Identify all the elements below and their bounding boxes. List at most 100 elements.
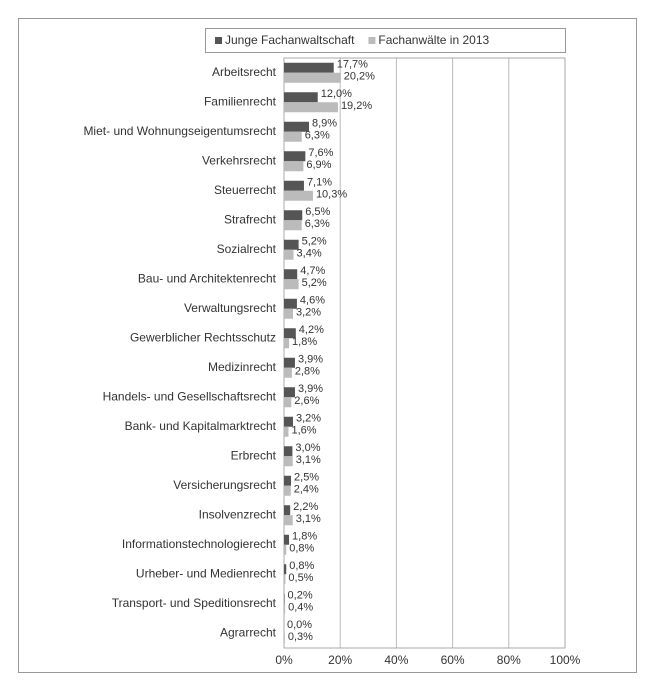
value-label: 12,0%	[321, 88, 352, 100]
bar	[284, 161, 304, 172]
bar	[284, 485, 291, 496]
y-tick-label: Sozialrecht	[217, 242, 277, 256]
value-label: 0,8%	[289, 543, 314, 555]
y-tick-label: Erbrecht	[231, 448, 277, 462]
y-tick-label: Insolvenzrecht	[199, 507, 277, 521]
bar	[284, 456, 293, 467]
bar	[284, 92, 318, 103]
value-label: 3,1%	[296, 454, 321, 466]
value-label: 7,6%	[308, 147, 333, 159]
value-label: 2,6%	[294, 395, 319, 407]
value-label: 3,0%	[295, 442, 320, 454]
value-label: 5,2%	[302, 236, 327, 248]
bar	[284, 633, 285, 644]
legend-swatch	[368, 37, 376, 44]
y-tick-label: Versicherungsrecht	[173, 478, 276, 492]
value-label: 2,5%	[294, 472, 319, 484]
y-tick-label: Verwaltungsrecht	[184, 301, 277, 315]
value-label: 5,2%	[302, 277, 327, 289]
y-tick-label: Bau- und Architektenrecht	[138, 271, 277, 285]
bar	[284, 210, 303, 221]
value-label: 6,3%	[305, 130, 330, 142]
bar	[284, 446, 293, 457]
bar	[284, 308, 293, 319]
bar	[284, 564, 287, 575]
legend-label: Fachanwälte in 2013	[378, 33, 489, 47]
value-label: 2,8%	[295, 366, 320, 378]
value-label: 0,0%	[287, 619, 312, 631]
y-tick-label: Transport- und Speditionsrecht	[112, 596, 277, 610]
y-tick-label: Miet- und Wohnungseigentumsrecht	[83, 124, 276, 138]
legend-swatch	[215, 37, 222, 44]
bar	[284, 574, 286, 585]
y-tick-label: Informationstechnologierecht	[122, 537, 277, 551]
y-tick-label: Handels- und Gesellschaftsrecht	[103, 389, 277, 403]
value-label: 0,4%	[288, 602, 313, 614]
x-tick-label: 20%	[328, 653, 352, 667]
bar	[284, 544, 287, 555]
value-label: 4,7%	[300, 265, 325, 277]
value-label: 1,8%	[292, 336, 317, 348]
value-label: 2,4%	[294, 484, 319, 496]
value-label: 0,3%	[288, 631, 313, 643]
x-tick-label: 0%	[275, 653, 293, 667]
value-label: 4,2%	[299, 324, 324, 336]
bar	[284, 62, 334, 73]
value-label: 3,9%	[298, 354, 323, 366]
value-label: 3,9%	[298, 383, 323, 395]
value-label: 2,2%	[293, 501, 318, 513]
bar	[284, 534, 290, 545]
bar	[284, 426, 289, 437]
value-label: 10,3%	[316, 189, 347, 201]
x-tick-label: 40%	[384, 653, 408, 667]
value-label: 3,2%	[296, 307, 321, 319]
y-tick-label: Urheber- und Medienrecht	[136, 566, 277, 580]
value-label: 0,8%	[289, 560, 314, 572]
legend-box	[205, 28, 566, 53]
bar	[284, 131, 302, 142]
value-label: 4,6%	[300, 295, 325, 307]
value-label: 7,1%	[307, 177, 332, 189]
bar	[284, 102, 338, 113]
bar	[284, 505, 291, 516]
bar	[284, 416, 293, 427]
bar	[284, 239, 299, 250]
x-tick-label: 80%	[497, 653, 521, 667]
plot-border	[283, 57, 566, 649]
value-label: 19,2%	[341, 100, 372, 112]
y-tick-label: Verkehrsrecht	[202, 153, 277, 167]
value-label: 3,2%	[296, 413, 321, 425]
bar	[284, 603, 286, 614]
bar	[284, 269, 298, 280]
bar	[284, 220, 302, 231]
bar	[284, 397, 292, 408]
y-tick-label: Arbeitsrecht	[212, 65, 277, 79]
bar	[284, 367, 292, 378]
value-label: 20,2%	[344, 71, 375, 83]
bar	[284, 279, 299, 290]
bar	[284, 515, 293, 526]
value-label: 1,8%	[292, 531, 317, 543]
x-tick-label: 100%	[550, 653, 581, 667]
value-label: 6,5%	[305, 206, 330, 218]
bar	[284, 328, 296, 339]
y-tick-label: Steuerrecht	[214, 183, 277, 197]
y-tick-label: Familienrecht	[204, 94, 277, 108]
bar	[284, 180, 304, 191]
value-label: 8,9%	[312, 118, 337, 130]
bar	[284, 151, 306, 162]
y-tick-label: Strafrecht	[224, 212, 277, 226]
value-label: 6,9%	[306, 159, 331, 171]
y-tick-label: Medizinrecht	[208, 360, 277, 374]
value-label: 1,6%	[291, 425, 316, 437]
frame	[18, 18, 637, 673]
bar	[284, 357, 295, 368]
bar	[284, 121, 310, 132]
value-label: 3,4%	[297, 248, 322, 260]
y-tick-label: Agrarrecht	[220, 625, 277, 639]
value-label: 17,7%	[337, 59, 368, 71]
bar	[284, 298, 297, 309]
bar	[284, 593, 285, 604]
value-label: 6,3%	[305, 218, 330, 230]
bar	[284, 190, 313, 201]
